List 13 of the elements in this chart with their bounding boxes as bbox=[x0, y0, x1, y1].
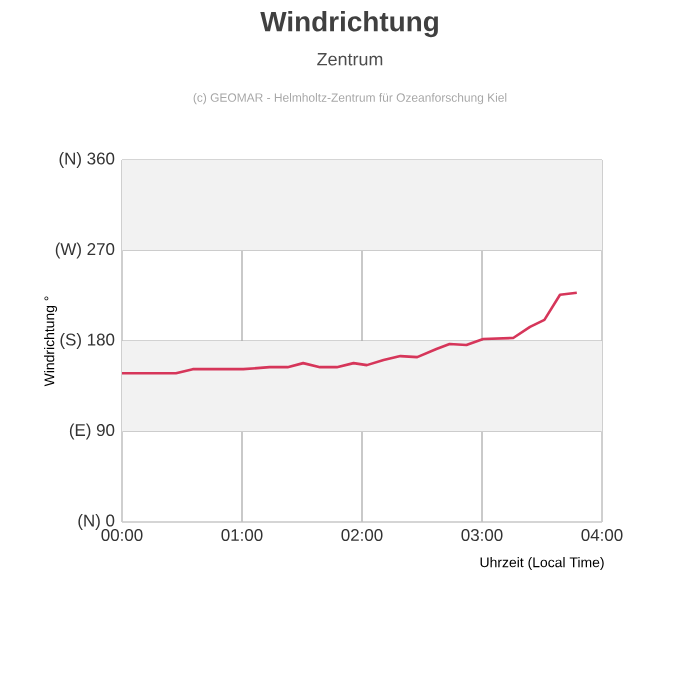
x-tick-label: 01:00 bbox=[221, 529, 263, 542]
y-tick-label: (E) 90 bbox=[69, 423, 115, 440]
x-tick-label: 00:00 bbox=[101, 529, 143, 542]
chart-title: Windrichtung bbox=[260, 11, 438, 38]
x-tick-label: 03:00 bbox=[461, 529, 503, 542]
x-tick-label: 04:00 bbox=[581, 529, 623, 542]
y-tick-label: (N) 360 bbox=[59, 152, 115, 168]
line-series bbox=[120, 291, 579, 375]
y-tick-label: (N) 0 bbox=[78, 514, 115, 530]
y-tick-label: (W) 270 bbox=[55, 242, 115, 259]
y-tick-label: (S) 180 bbox=[60, 333, 115, 349]
chart-subtitle: Zentrum bbox=[317, 53, 383, 66]
x-tick-label: 02:00 bbox=[341, 529, 383, 542]
